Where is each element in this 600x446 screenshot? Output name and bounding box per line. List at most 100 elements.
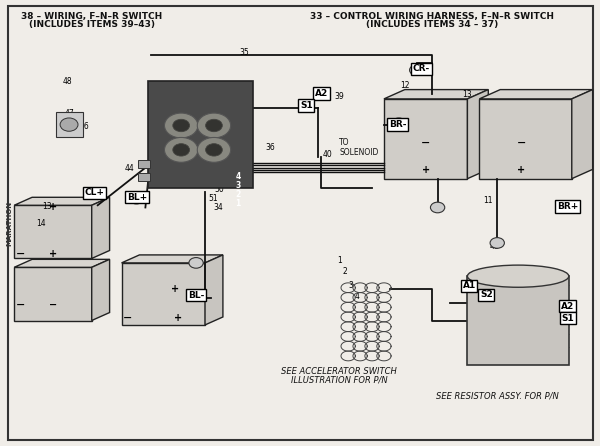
- Text: 13: 13: [42, 202, 52, 211]
- Circle shape: [164, 137, 198, 162]
- Bar: [138, 160, 150, 168]
- Text: +: +: [49, 202, 57, 212]
- Text: +: +: [174, 313, 182, 323]
- Text: 3: 3: [235, 181, 241, 190]
- Text: S1: S1: [300, 101, 313, 110]
- Text: 40: 40: [322, 150, 332, 159]
- Polygon shape: [92, 197, 110, 259]
- Bar: [56, 112, 83, 136]
- Text: 45: 45: [193, 97, 203, 106]
- Text: S1: S1: [561, 314, 574, 323]
- Text: 47: 47: [64, 108, 74, 118]
- Text: −: −: [16, 300, 25, 310]
- Circle shape: [189, 258, 203, 268]
- Polygon shape: [14, 267, 92, 321]
- Text: 38 – WIRING, F–N–R SWITCH: 38 – WIRING, F–N–R SWITCH: [21, 12, 163, 21]
- Polygon shape: [148, 81, 253, 187]
- Text: 44: 44: [124, 165, 134, 173]
- Text: 33 – CONTROL WIRING HARNESS, F–N–R SWITCH: 33 – CONTROL WIRING HARNESS, F–N–R SWITC…: [310, 12, 554, 21]
- Polygon shape: [122, 255, 223, 263]
- Text: 36: 36: [266, 143, 275, 152]
- Circle shape: [173, 119, 190, 132]
- Circle shape: [430, 202, 445, 213]
- Ellipse shape: [467, 265, 569, 287]
- Text: +: +: [49, 249, 57, 259]
- Text: BL-: BL-: [188, 291, 204, 300]
- Circle shape: [559, 202, 573, 213]
- Circle shape: [197, 113, 230, 138]
- Text: 54: 54: [475, 287, 484, 296]
- Polygon shape: [384, 99, 467, 179]
- Circle shape: [129, 193, 143, 204]
- Bar: [138, 173, 150, 181]
- Text: −: −: [123, 313, 132, 323]
- Text: +: +: [422, 165, 430, 175]
- Text: 53: 53: [466, 281, 475, 289]
- Text: 39: 39: [334, 92, 344, 101]
- Polygon shape: [479, 99, 572, 179]
- Text: MARATHON: MARATHON: [7, 200, 13, 246]
- Text: A2: A2: [561, 302, 574, 311]
- Text: 2: 2: [235, 190, 241, 198]
- Text: TO
SOLENOID: TO SOLENOID: [339, 138, 379, 157]
- Text: 42: 42: [431, 202, 441, 211]
- Text: 1: 1: [235, 198, 241, 207]
- Polygon shape: [92, 259, 110, 321]
- Circle shape: [197, 137, 230, 162]
- Text: 35: 35: [239, 48, 248, 57]
- Text: (INCLUDES ITEMS 34 – 37): (INCLUDES ITEMS 34 – 37): [365, 20, 498, 29]
- Polygon shape: [384, 90, 488, 99]
- Circle shape: [91, 189, 105, 199]
- Polygon shape: [14, 259, 110, 267]
- Circle shape: [164, 113, 198, 138]
- Circle shape: [60, 118, 78, 131]
- Circle shape: [206, 144, 223, 156]
- Text: BR+: BR+: [557, 202, 578, 211]
- Circle shape: [206, 119, 223, 132]
- Text: CL+: CL+: [85, 188, 104, 198]
- Text: 2: 2: [343, 267, 347, 276]
- Text: −: −: [49, 300, 57, 310]
- Polygon shape: [122, 263, 205, 325]
- Text: 52: 52: [482, 296, 492, 305]
- Circle shape: [173, 144, 190, 156]
- Text: 11: 11: [484, 196, 493, 205]
- Text: 46: 46: [80, 122, 89, 131]
- Text: CR-: CR-: [413, 64, 430, 73]
- Text: BL+: BL+: [127, 193, 147, 202]
- Text: SEE ACCELERATOR SWITCH: SEE ACCELERATOR SWITCH: [281, 367, 397, 376]
- Text: 38: 38: [242, 154, 251, 163]
- Polygon shape: [14, 205, 92, 259]
- Text: 41: 41: [490, 242, 499, 251]
- Polygon shape: [14, 197, 110, 205]
- Text: A2: A2: [314, 89, 328, 98]
- Polygon shape: [467, 276, 569, 365]
- Text: −: −: [16, 249, 25, 259]
- Text: S2: S2: [480, 290, 493, 299]
- Text: +: +: [171, 285, 179, 294]
- Text: −: −: [421, 138, 430, 148]
- Circle shape: [490, 238, 505, 248]
- Text: 34: 34: [214, 203, 224, 212]
- Polygon shape: [467, 90, 488, 179]
- Text: 4: 4: [235, 172, 241, 181]
- Circle shape: [189, 291, 203, 301]
- Polygon shape: [572, 90, 593, 179]
- Text: ILLUSTRATION FOR P/N: ILLUSTRATION FOR P/N: [291, 376, 388, 385]
- Text: 12: 12: [400, 81, 410, 90]
- Text: 51: 51: [208, 194, 218, 202]
- Text: 13: 13: [463, 90, 472, 99]
- Text: 3: 3: [349, 281, 353, 289]
- Polygon shape: [205, 255, 223, 325]
- Text: +: +: [517, 165, 525, 175]
- Text: SEE RESISTOR ASSY. FOR P/N: SEE RESISTOR ASSY. FOR P/N: [436, 392, 559, 401]
- Text: 43: 43: [496, 300, 505, 309]
- Text: 48: 48: [63, 77, 73, 86]
- Text: 50: 50: [214, 185, 224, 194]
- FancyBboxPatch shape: [8, 6, 593, 440]
- Text: (INCLUDES ITEMS 39–43): (INCLUDES ITEMS 39–43): [29, 20, 155, 29]
- Polygon shape: [479, 90, 593, 99]
- Text: BR-: BR-: [389, 120, 406, 129]
- Text: 37: 37: [163, 113, 173, 122]
- Text: 1: 1: [337, 256, 341, 265]
